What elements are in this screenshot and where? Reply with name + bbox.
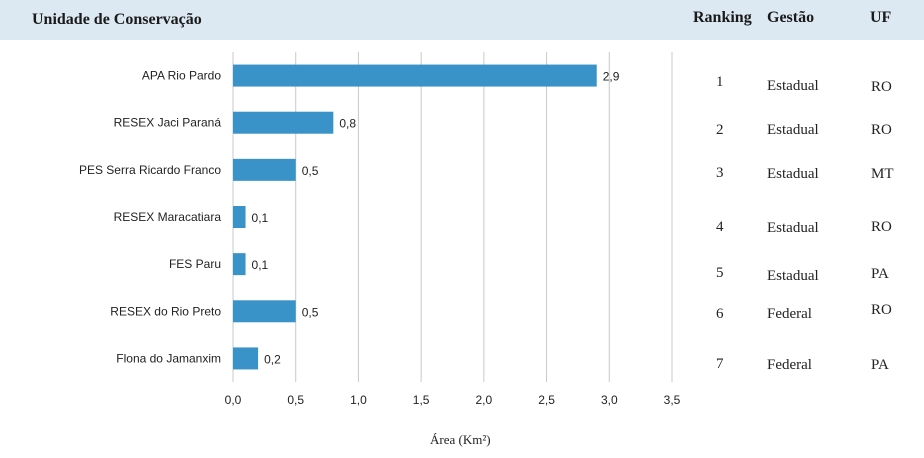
ranking-cell: 2 [716, 122, 724, 138]
category-label: RESEX Maracatiara [114, 210, 222, 224]
x-tick-label: 0,0 [225, 393, 242, 407]
value-label: 0,1 [252, 258, 269, 272]
uf-cell: RO [871, 79, 892, 95]
gestao-cell: Federal [767, 306, 812, 322]
uf-cell: RO [871, 219, 892, 235]
uf-cell: RO [871, 122, 892, 138]
gestao-cell: Estadual [767, 220, 819, 236]
gestao-cell: Estadual [767, 78, 819, 94]
x-tick-label: 3,0 [601, 393, 618, 407]
bar [233, 64, 597, 87]
ranking-cell: 6 [716, 306, 724, 322]
uf-cell: PA [871, 357, 889, 373]
ranking-cell: 7 [716, 356, 724, 372]
bar [233, 111, 334, 134]
category-label: Flona do Jamanxim [116, 351, 221, 365]
header-uf: UF [870, 9, 892, 26]
category-label: FES Paru [169, 257, 221, 271]
category-label: PES Serra Ricardo Franco [79, 163, 221, 177]
value-label: 2,9 [603, 70, 620, 84]
category-label: APA Rio Pardo [142, 69, 221, 83]
header-ranking: Ranking [693, 9, 752, 26]
header-gestao: Gestão [767, 9, 815, 26]
x-axis-label: Área (Km²) [430, 432, 491, 447]
category-label: RESEX do Rio Preto [110, 304, 221, 318]
chart-title: Unidade de Conservação [32, 11, 202, 28]
uf-cell: RO [871, 302, 892, 318]
ranking-cell: 4 [716, 219, 724, 235]
bar [233, 206, 246, 228]
value-label: 0,1 [252, 211, 269, 225]
gestao-cell: Federal [767, 357, 812, 373]
bar [233, 300, 296, 323]
gestao-cell: Estadual [767, 122, 819, 138]
x-tick-label: 2,0 [476, 393, 493, 407]
value-label: 0,2 [264, 352, 281, 366]
ranking-cell: 1 [716, 74, 724, 90]
value-label: 0,5 [302, 164, 319, 178]
bar [233, 158, 296, 181]
gestao-cell: Estadual [767, 166, 819, 182]
bar [233, 347, 259, 370]
x-tick-label: 3,5 [664, 393, 681, 407]
x-tick-label: 1,0 [350, 393, 367, 407]
x-tick-label: 0,5 [287, 393, 304, 407]
x-tick-label: 2,5 [538, 393, 555, 407]
ranking-cell: 3 [716, 165, 724, 181]
x-tick-label: 1,5 [413, 393, 430, 407]
uf-cell: MT [871, 166, 894, 182]
ranking-cell: 5 [716, 265, 724, 281]
value-label: 0,5 [302, 305, 319, 319]
value-label: 0,8 [339, 117, 356, 131]
bar [233, 253, 246, 276]
uf-cell: PA [871, 266, 889, 282]
header-band [0, 0, 924, 40]
gestao-cell: Estadual [767, 268, 819, 284]
category-label: RESEX Jaci Paraná [114, 116, 222, 130]
